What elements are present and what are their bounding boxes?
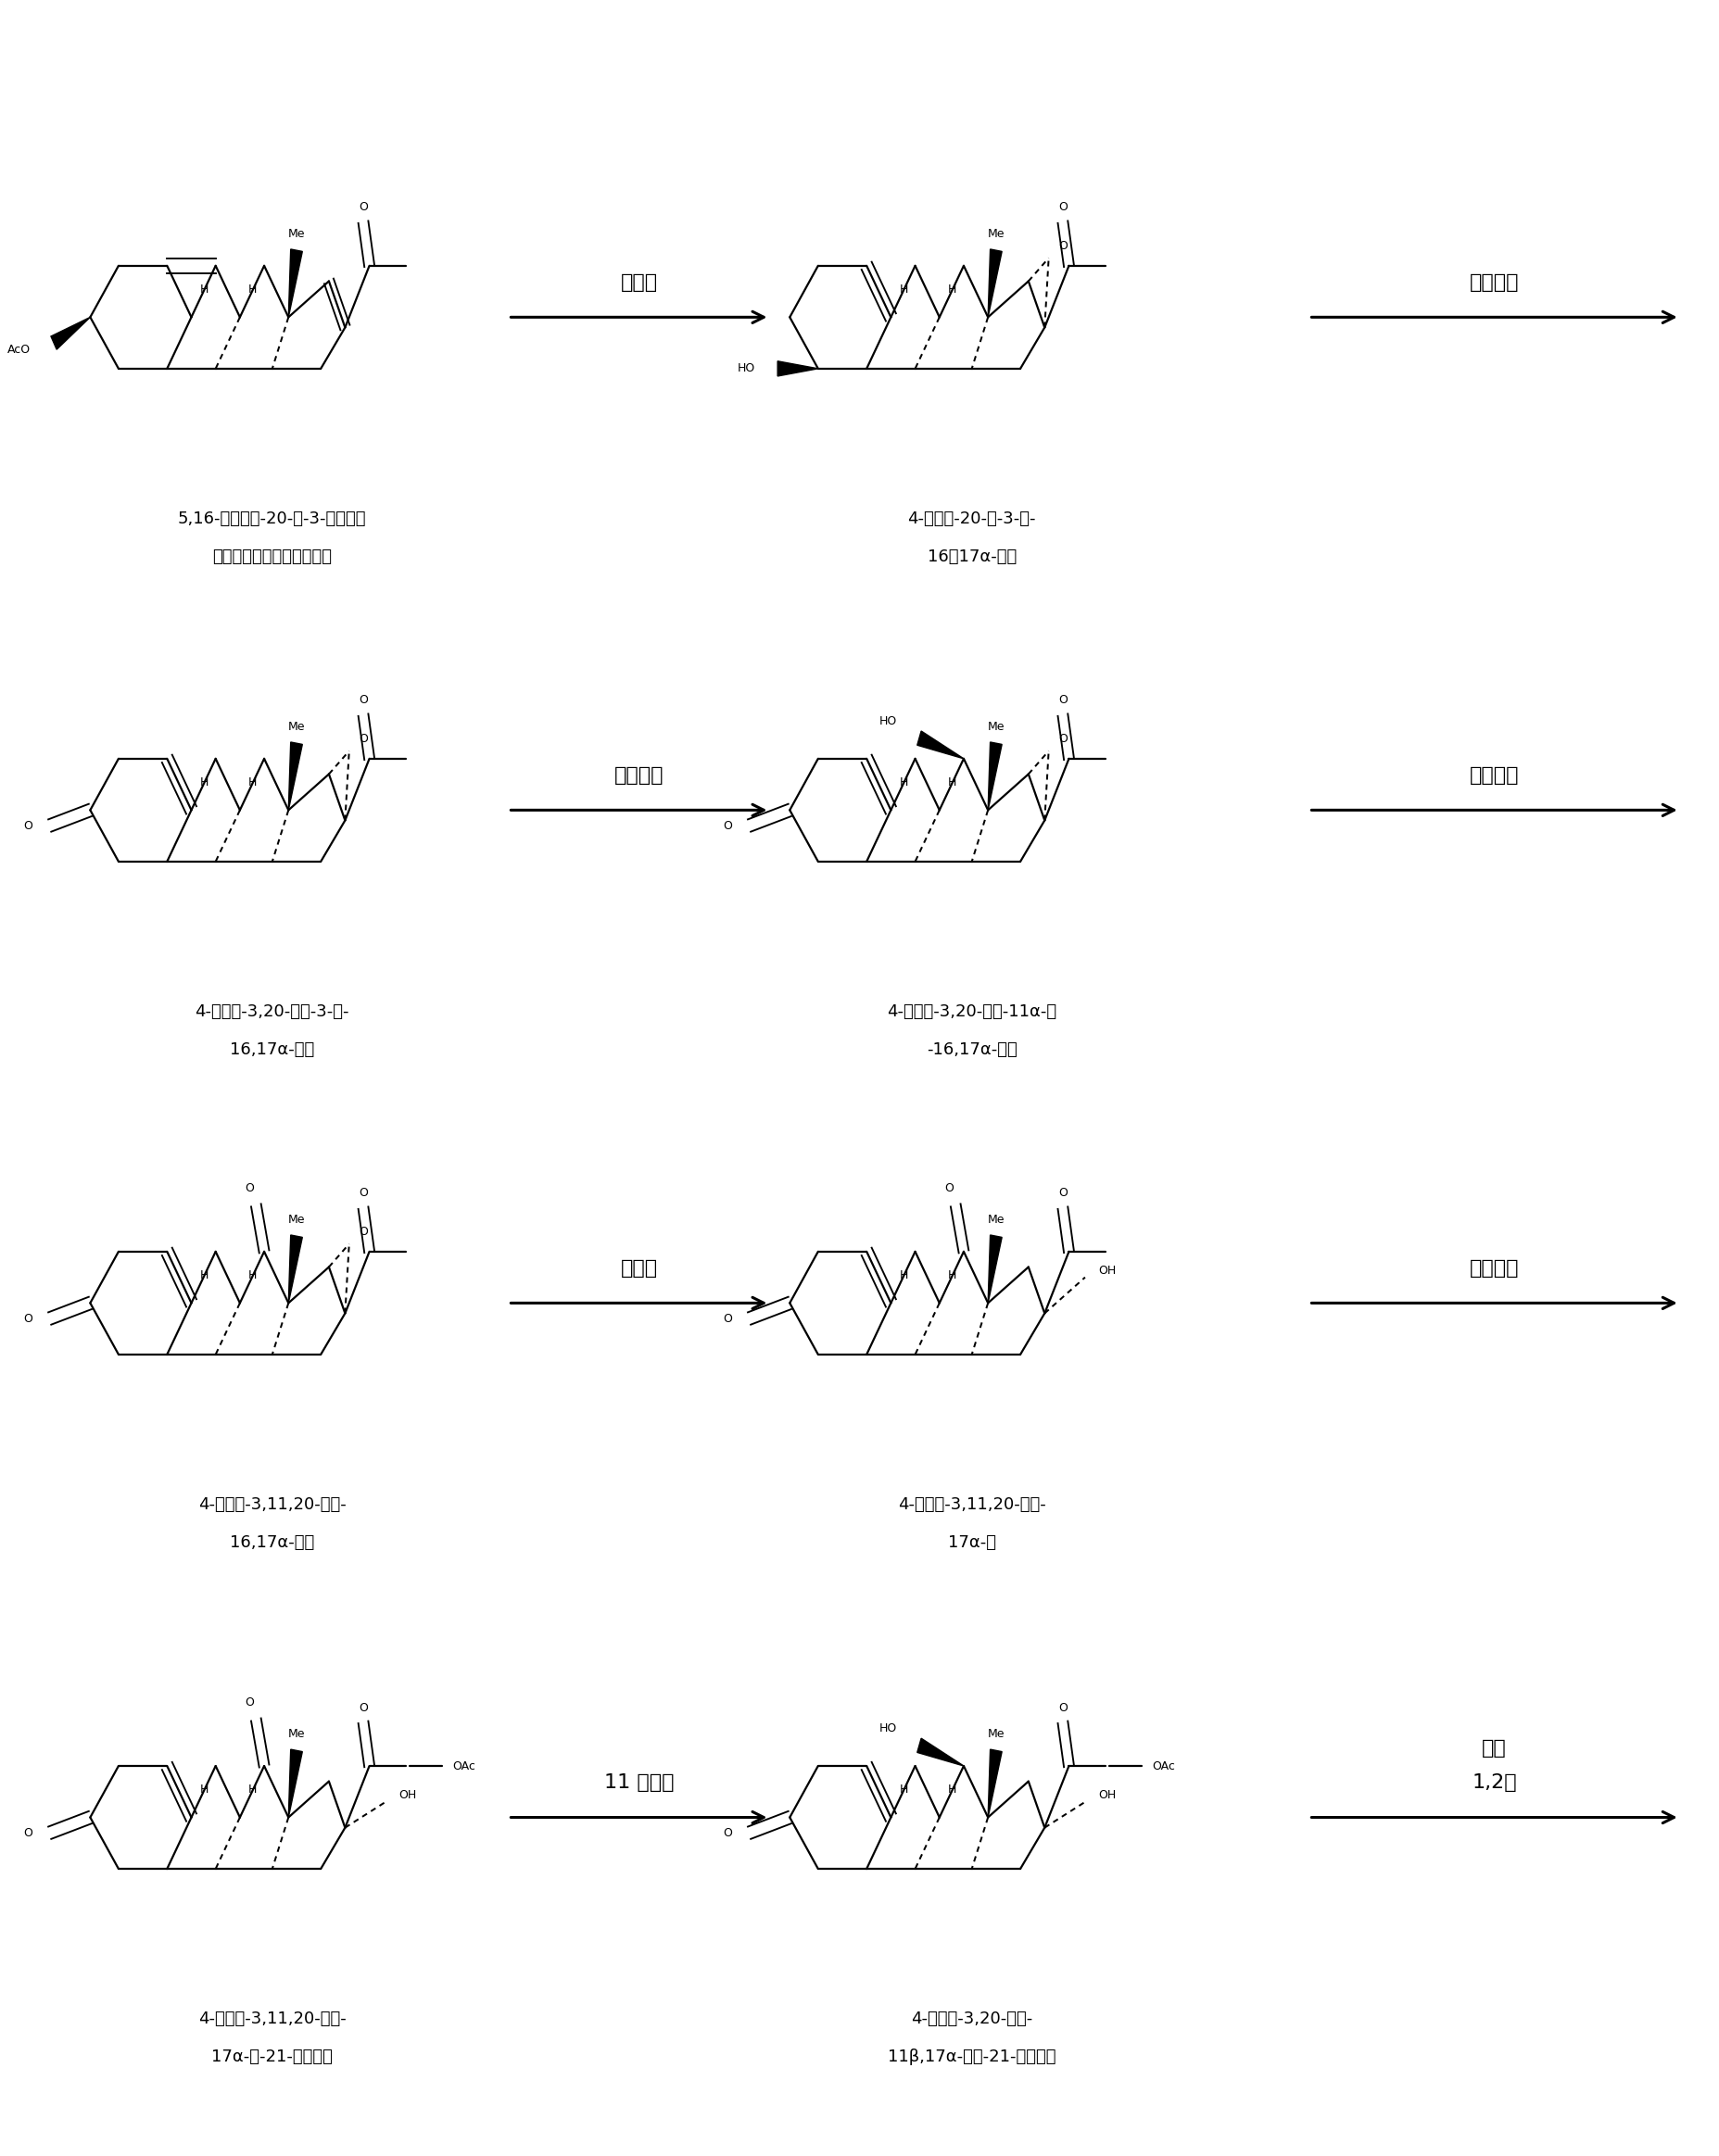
Text: H: H xyxy=(947,1783,956,1796)
Text: 上脱溴: 上脱溴 xyxy=(621,1259,657,1276)
Text: AcO: AcO xyxy=(7,343,31,356)
Text: O: O xyxy=(359,1225,368,1238)
Text: O: O xyxy=(359,694,368,707)
Text: 4-孕甾烯-3,20-二酮-11α-醇: 4-孕甾烯-3,20-二酮-11α-醇 xyxy=(887,1003,1055,1020)
Text: H: H xyxy=(248,1783,256,1796)
Text: 17α-醇: 17α-醇 xyxy=(947,1535,995,1550)
Text: Me: Me xyxy=(287,229,304,239)
Text: 16,17α-环氧: 16,17α-环氧 xyxy=(230,1041,315,1059)
Text: Me: Me xyxy=(987,720,1004,733)
Text: Me: Me xyxy=(287,1727,304,1740)
Text: H: H xyxy=(199,1270,208,1281)
Text: H: H xyxy=(899,1270,908,1281)
Text: H: H xyxy=(248,285,256,295)
Polygon shape xyxy=(289,250,303,317)
Text: O: O xyxy=(244,1181,254,1194)
Text: H: H xyxy=(947,285,956,295)
Text: 4-孕甾烯-3,11,20-三酮-: 4-孕甾烯-3,11,20-三酮- xyxy=(897,1496,1045,1514)
Text: 4-孕甾烯-3,20-二酮-: 4-孕甾烯-3,20-二酮- xyxy=(911,2009,1031,2027)
Text: HO: HO xyxy=(878,716,897,727)
Text: 16,17α-环氧: 16,17α-环氧 xyxy=(230,1535,315,1550)
Text: HO: HO xyxy=(878,1723,897,1736)
Text: O: O xyxy=(24,1826,33,1839)
Text: O: O xyxy=(359,201,368,213)
Polygon shape xyxy=(289,1235,303,1302)
Text: H: H xyxy=(248,1270,256,1281)
Text: 4-孕甾烯-3,20-二酮-3-醇-: 4-孕甾烯-3,20-二酮-3-醇- xyxy=(194,1003,349,1020)
Text: O: O xyxy=(1057,694,1067,707)
Text: O: O xyxy=(1057,1188,1067,1199)
Text: 16，17α-环氧: 16，17α-环氧 xyxy=(927,548,1016,565)
Text: O: O xyxy=(1059,239,1067,252)
Text: 4-孕甾烯-3,11,20-三酮-: 4-孕甾烯-3,11,20-三酮- xyxy=(198,1496,346,1514)
Text: O: O xyxy=(1057,1701,1067,1714)
Polygon shape xyxy=(916,1738,963,1766)
Text: 霉菌氧化: 霉菌氧化 xyxy=(614,765,664,785)
Text: O: O xyxy=(724,1313,732,1324)
Text: 4-孕甾烯-3,11,20-三酮-: 4-孕甾烯-3,11,20-三酮- xyxy=(198,2009,346,2027)
Text: H: H xyxy=(248,776,256,789)
Text: H: H xyxy=(899,285,908,295)
Text: O: O xyxy=(359,1188,368,1199)
Polygon shape xyxy=(52,317,89,349)
Text: H: H xyxy=(899,776,908,789)
Text: OH: OH xyxy=(399,1789,416,1802)
Text: OH: OH xyxy=(1098,1789,1116,1802)
Text: H: H xyxy=(947,776,956,789)
Polygon shape xyxy=(987,1235,1002,1302)
Text: Me: Me xyxy=(987,229,1004,239)
Text: O: O xyxy=(24,1313,33,1324)
Text: 5,16-孕甾二烯-20-酮-3-基醋酸酯: 5,16-孕甾二烯-20-酮-3-基醋酸酯 xyxy=(177,511,366,526)
Text: HO: HO xyxy=(737,362,755,375)
Text: Me: Me xyxy=(287,720,304,733)
Polygon shape xyxy=(289,1749,303,1818)
Text: 11β,17α-二醇-21-基醋酸酯: 11β,17α-二醇-21-基醋酸酯 xyxy=(887,2048,1055,2065)
Text: O: O xyxy=(944,1181,952,1194)
Text: 环氧化: 环氧化 xyxy=(621,274,657,291)
Text: Me: Me xyxy=(287,1214,304,1225)
Text: （别名醋酸孕甾双烯醇酮）: （别名醋酸孕甾双烯醇酮） xyxy=(213,548,332,565)
Text: 4-孕甾烯-20-酮-3-醇-: 4-孕甾烯-20-酮-3-醇- xyxy=(908,511,1035,526)
Text: O: O xyxy=(724,819,732,832)
Text: Me: Me xyxy=(987,1727,1004,1740)
Polygon shape xyxy=(777,360,818,375)
Text: H: H xyxy=(199,776,208,789)
Text: O: O xyxy=(24,819,33,832)
Text: H: H xyxy=(947,1270,956,1281)
Text: H: H xyxy=(199,1783,208,1796)
Text: O: O xyxy=(1057,201,1067,213)
Polygon shape xyxy=(987,1749,1002,1818)
Text: O: O xyxy=(1059,733,1067,744)
Text: 普氏氧化: 普氏氧化 xyxy=(1468,765,1518,785)
Polygon shape xyxy=(916,731,963,759)
Text: O: O xyxy=(244,1697,254,1710)
Text: 11 位还原: 11 位还原 xyxy=(603,1772,674,1792)
Text: 17α-醇-21-基醋酸酯: 17α-醇-21-基醋酸酯 xyxy=(211,2048,333,2065)
Text: OH: OH xyxy=(1098,1266,1116,1276)
Text: O: O xyxy=(359,1701,368,1714)
Text: O: O xyxy=(359,733,368,744)
Text: 1,2位: 1,2位 xyxy=(1471,1772,1516,1792)
Text: 沃氏氧化: 沃氏氧化 xyxy=(1468,274,1518,291)
Text: 脱氢: 脱氢 xyxy=(1482,1740,1506,1757)
Text: OAc: OAc xyxy=(452,1759,474,1772)
Text: -16,17α-环氧: -16,17α-环氧 xyxy=(927,1041,1016,1059)
Text: H: H xyxy=(199,285,208,295)
Polygon shape xyxy=(987,250,1002,317)
Text: H: H xyxy=(899,1783,908,1796)
Polygon shape xyxy=(987,742,1002,811)
Polygon shape xyxy=(289,742,303,811)
Text: O: O xyxy=(724,1826,732,1839)
Text: OAc: OAc xyxy=(1152,1759,1174,1772)
Text: Me: Me xyxy=(987,1214,1004,1225)
Text: 上碘置换: 上碘置换 xyxy=(1468,1259,1518,1276)
